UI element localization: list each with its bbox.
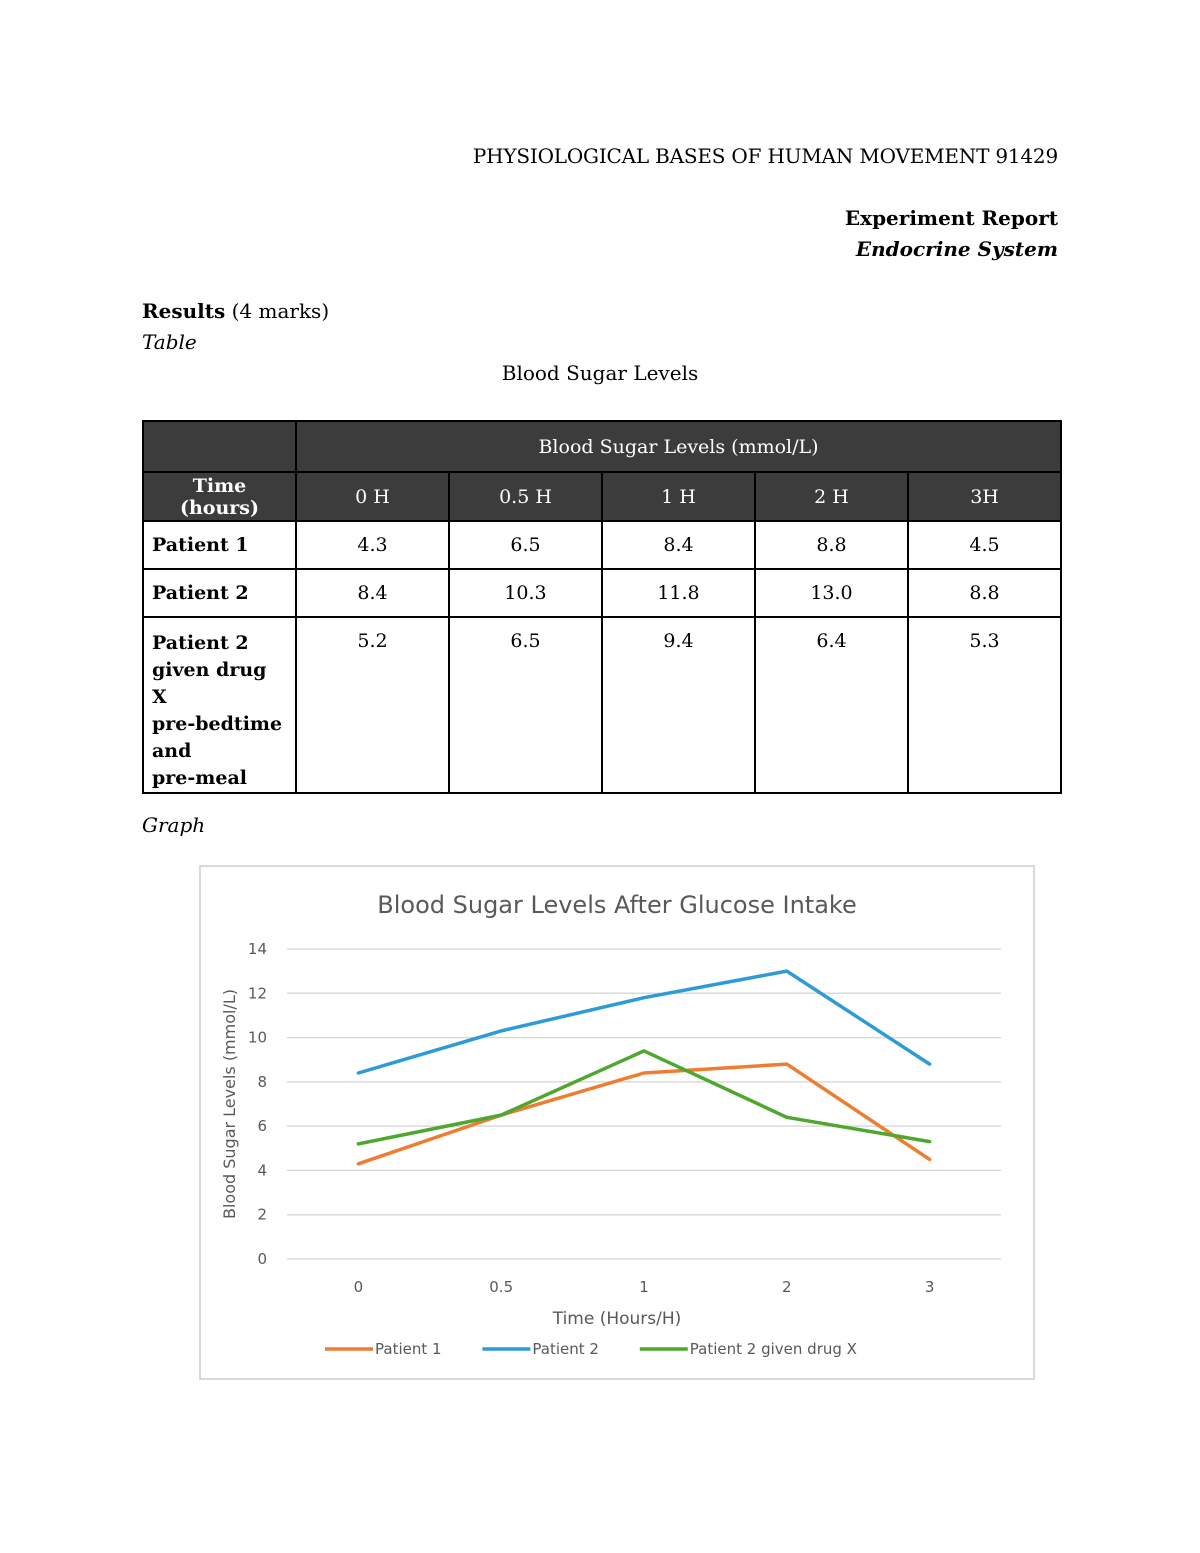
x-tick-label: 0.5 [489,1278,513,1296]
y-tick-label: 14 [248,940,267,958]
table-corner-cell [142,420,297,473]
table-row: Patient 2 given drug X pre-bedtime and p… [142,616,1063,794]
column-header: 2 H [754,471,909,522]
time-header: Time (hours) [142,471,297,522]
table-row: Patient 1 4.3 6.5 8.4 8.8 4.5 [142,520,1063,570]
row-label-line: Patient 2 [152,632,249,654]
x-tick-label: 2 [782,1278,792,1296]
x-tick-label: 0 [354,1278,364,1296]
column-header: 0.5 H [448,471,603,522]
table-row: Patient 2 8.4 10.3 11.8 13.0 8.8 [142,568,1063,618]
x-tick-label: 1 [639,1278,649,1296]
line-chart: Blood Sugar Levels After Glucose Intake 0… [199,865,1035,1380]
y-tick-label: 6 [257,1117,267,1135]
table-label: Table [142,330,197,354]
y-tick-label: 8 [257,1073,267,1091]
course-title: PHYSIOLOGICAL BASES OF HUMAN MOVEMENT 91… [472,144,1058,168]
row-label-line: and [152,740,192,762]
results-label: Results [142,299,226,323]
x-axis-label: Time (Hours/H) [552,1309,682,1329]
y-axis-label: Blood Sugar Levels (mmol/L) [220,989,239,1219]
table-cell: 9.4 [601,616,756,794]
row-label: Patient 1 [142,520,297,570]
table-cell: 8.8 [906,568,1063,618]
table-cell: 5.2 [295,616,450,794]
legend-label: Patient 1 [375,1340,442,1358]
report-title: Experiment Report [844,206,1058,230]
results-marks: (4 marks) [225,299,330,323]
row-label-line: given drug X [152,659,267,708]
column-header: 3H [906,471,1063,522]
table-cell: 13.0 [754,568,909,618]
report-subtitle: Endocrine System [855,237,1058,261]
legend-label: Patient 2 [532,1340,599,1358]
table-cell: 11.8 [601,568,756,618]
row-label: Patient 2 [142,568,297,618]
series-line [356,969,932,1075]
y-tick-label: 2 [257,1206,267,1224]
row-label-line: pre-meal [152,767,247,789]
table-cell: 6.5 [448,520,603,570]
table-cell: 8.8 [754,520,909,570]
chart-svg: Blood Sugar Levels After Glucose Intake 0… [220,891,1001,1358]
table-cell: 6.5 [448,616,603,794]
table-cell: 10.3 [448,568,603,618]
table-cell: 6.4 [754,616,909,794]
table-cell: 4.3 [295,520,450,570]
y-tick-label: 10 [248,1029,267,1047]
y-tick-label: 4 [257,1161,267,1179]
table-group-header: Blood Sugar Levels (mmol/L) [294,420,1063,473]
legend-label: Patient 2 given drug X [690,1340,857,1358]
row-label-line: pre-bedtime [152,713,283,735]
table-group-header-row: Blood Sugar Levels (mmol/L) [142,420,1063,473]
table-cell: 8.4 [601,520,756,570]
table-cell: 8.4 [295,568,450,618]
column-header: 0 H [295,471,450,522]
graph-label: Graph [142,813,206,837]
table-cell: 5.3 [906,616,1063,794]
column-header: 1 H [601,471,756,522]
series-line [356,1062,932,1166]
row-label: Patient 2 given drug X pre-bedtime and p… [142,616,297,794]
results-heading: Results (4 marks) [142,299,329,323]
table-header-row: Time (hours) 0 H 0.5 H 1 H 2 H 3H [142,471,1063,522]
chart-title: Blood Sugar Levels After Glucose Intake [377,891,856,919]
series-line [356,1049,932,1146]
y-tick-label: 12 [248,984,267,1002]
table-cell: 4.5 [906,520,1063,570]
x-tick-label: 3 [925,1278,935,1296]
y-tick-label: 0 [257,1250,267,1268]
table-caption: Blood Sugar Levels [501,361,699,385]
blood-sugar-table: Blood Sugar Levels (mmol/L) Time (hours)… [142,420,1063,794]
